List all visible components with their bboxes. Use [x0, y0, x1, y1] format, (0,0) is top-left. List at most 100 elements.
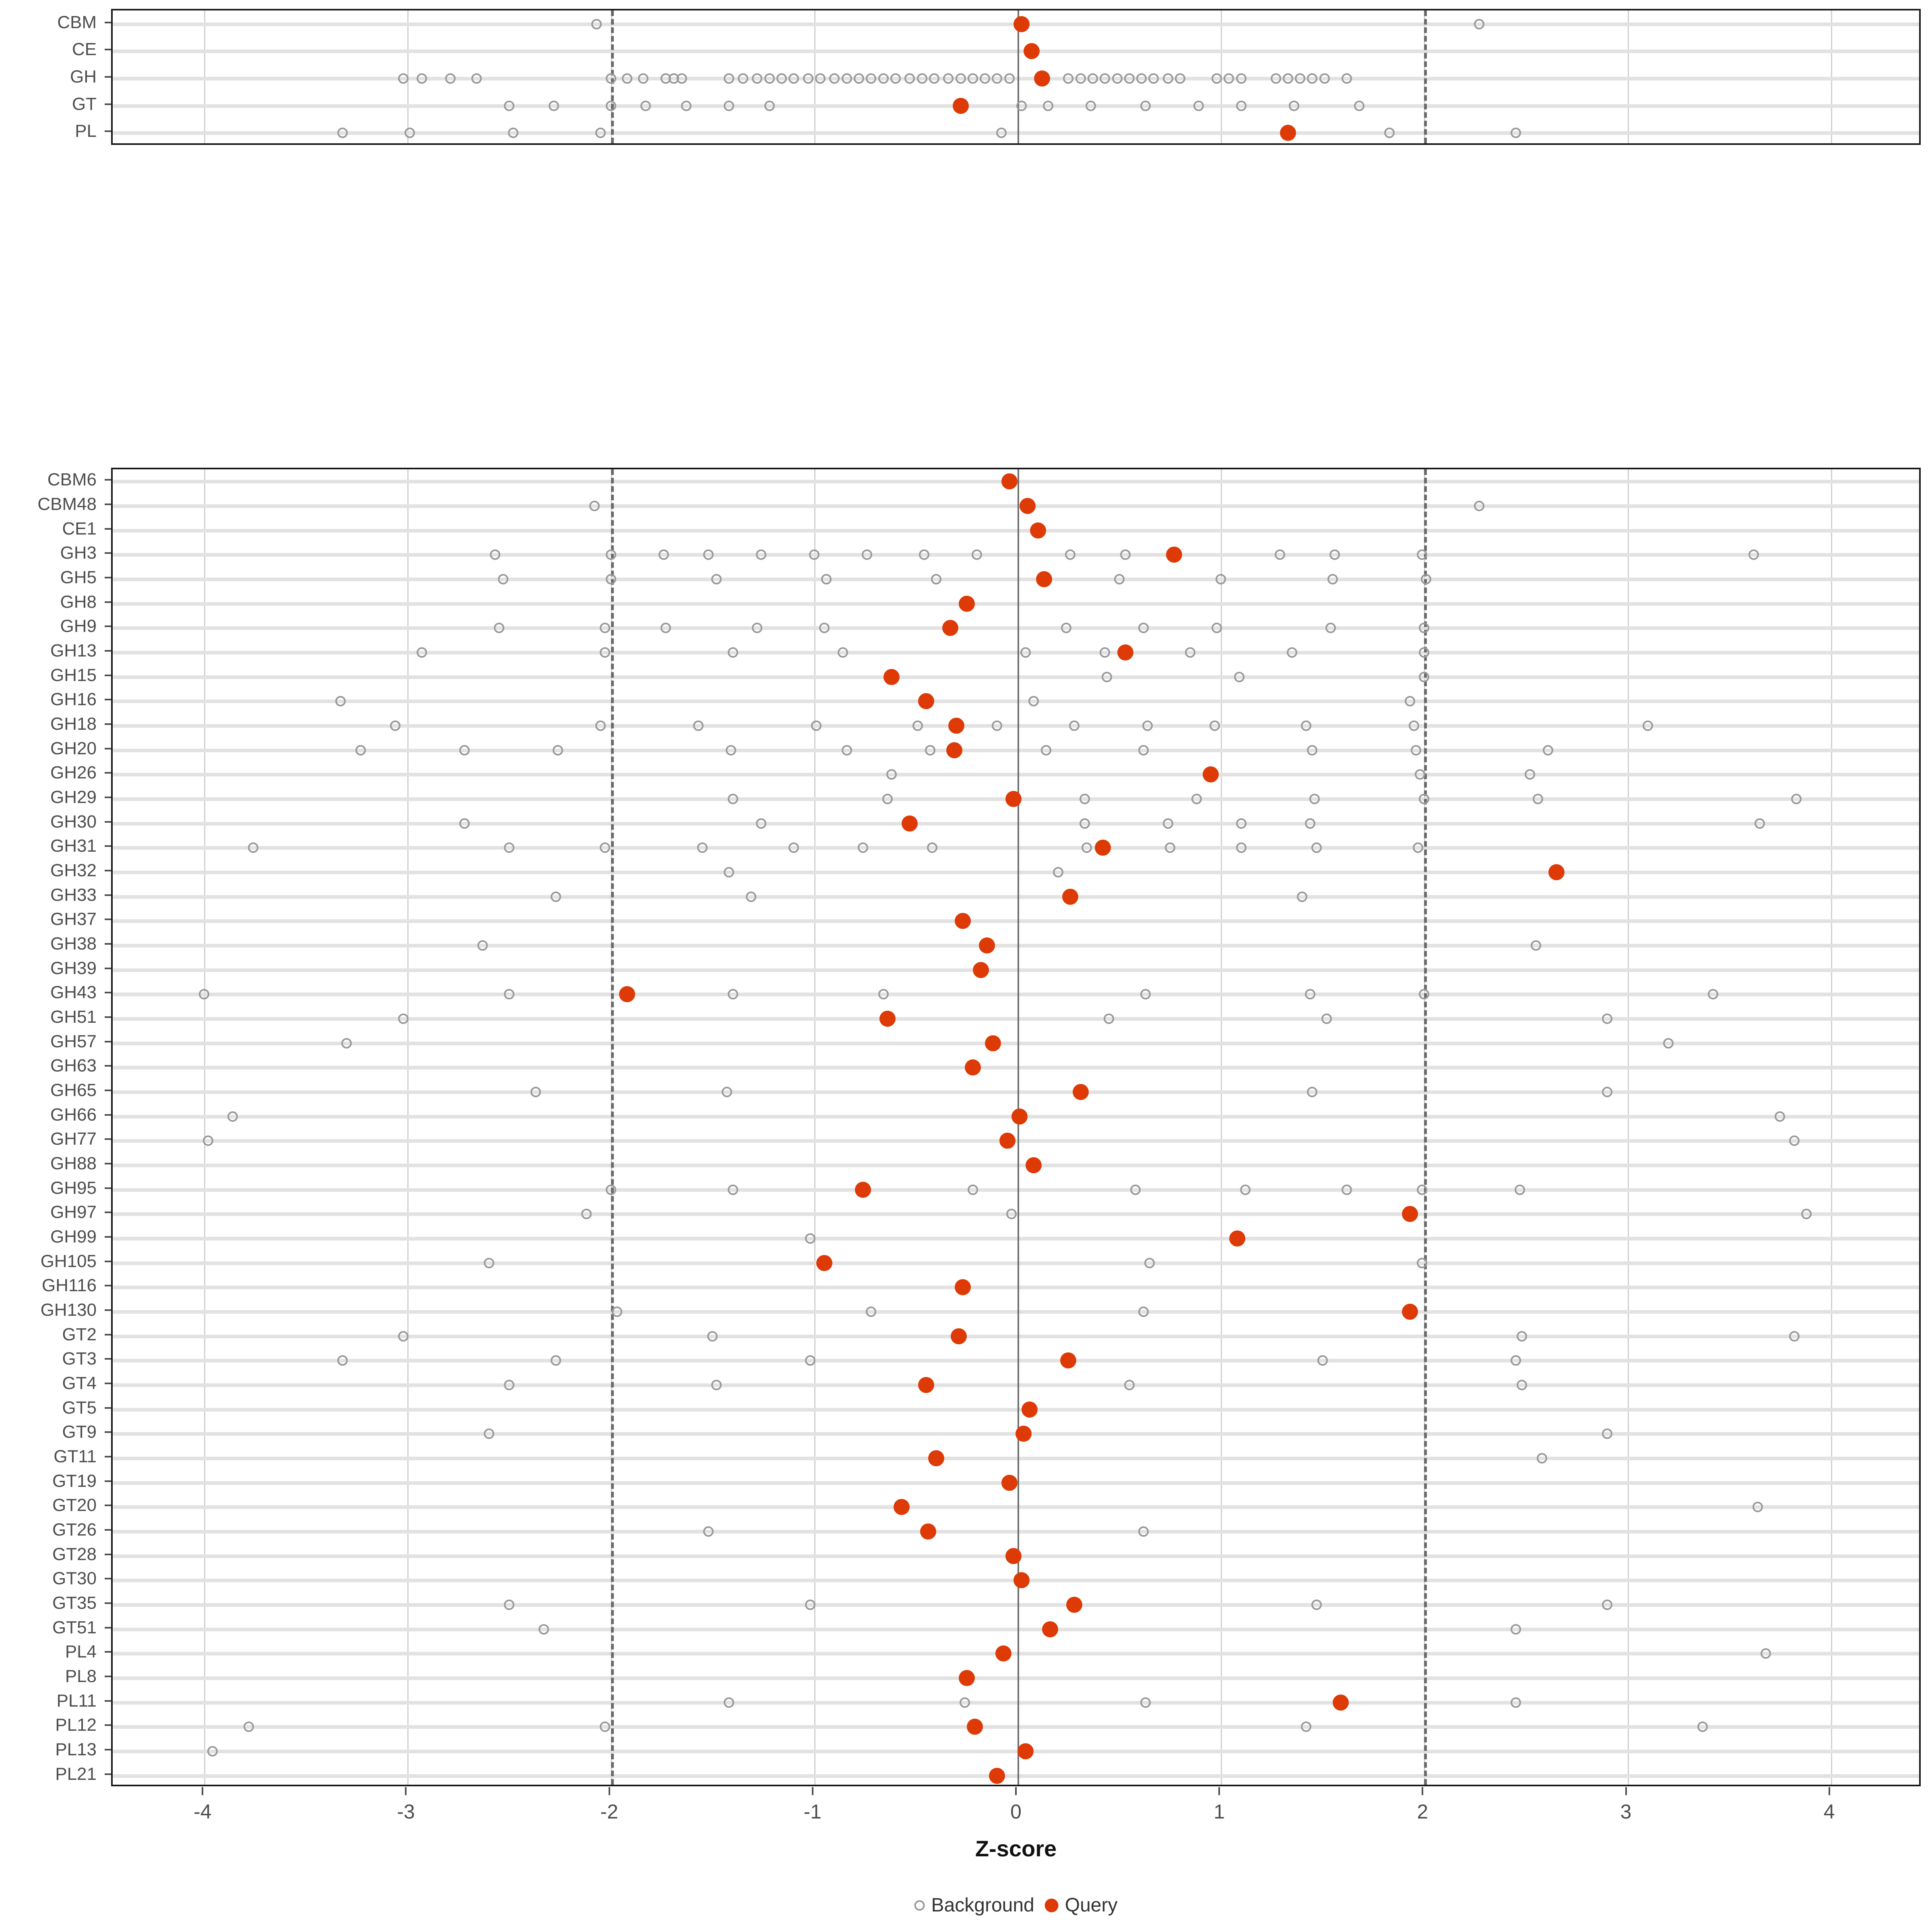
background-point	[1020, 647, 1031, 658]
background-point	[992, 73, 1003, 84]
background-point	[1295, 73, 1306, 84]
background-point	[658, 549, 669, 560]
gridline-horizontal	[113, 1017, 1919, 1021]
background-point	[335, 696, 346, 707]
background-point	[1474, 19, 1484, 29]
background-point	[1516, 1331, 1527, 1342]
gridline-horizontal	[113, 919, 1919, 923]
background-point	[1100, 647, 1110, 658]
query-point	[1005, 1548, 1022, 1564]
background-point	[605, 100, 616, 111]
y-axis-tick-mark	[105, 1456, 111, 1457]
y-axis-tick-mark	[105, 1040, 111, 1042]
background-point	[1801, 1209, 1812, 1220]
background-point	[1236, 842, 1247, 853]
x-axis-tick-mark	[1828, 1787, 1830, 1795]
background-point	[1419, 623, 1430, 634]
background-point	[764, 100, 775, 111]
gridline-horizontal	[113, 1066, 1919, 1070]
background-point	[199, 989, 210, 1000]
background-point	[549, 100, 559, 111]
background-point	[553, 745, 564, 755]
background-point	[1342, 1184, 1352, 1195]
background-point	[943, 73, 954, 84]
background-point	[821, 574, 832, 584]
query-point	[619, 986, 636, 1003]
y-axis-tick-label: GT28	[52, 1544, 97, 1564]
background-point	[776, 73, 787, 84]
query-point	[1030, 522, 1046, 539]
background-point	[1329, 549, 1340, 560]
background-point	[752, 73, 763, 84]
y-axis-tick-mark	[105, 1676, 111, 1677]
chart-legend: Background Query	[914, 1894, 1117, 1916]
background-point	[595, 128, 606, 138]
y-axis-tick-mark	[105, 1700, 111, 1702]
background-point	[721, 1087, 732, 1097]
background-point	[1602, 1428, 1612, 1439]
background-point	[416, 647, 427, 658]
background-point	[878, 989, 889, 1000]
x-axis-tick-mark	[811, 1787, 813, 1795]
background-point	[723, 100, 734, 111]
y-axis-tick-label: GT51	[52, 1617, 97, 1637]
gridline-horizontal	[113, 528, 1919, 533]
background-point	[723, 867, 734, 877]
gridline-horizontal	[113, 1603, 1919, 1607]
y-axis-tick-label: GH18	[50, 714, 97, 734]
background-point	[1384, 128, 1395, 138]
gridline-horizontal	[113, 131, 1919, 135]
background-point	[829, 73, 840, 84]
y-axis-tick-mark	[105, 821, 111, 823]
background-point	[1514, 1184, 1525, 1195]
query-point	[894, 1499, 910, 1515]
y-axis-tick-mark	[105, 504, 111, 505]
y-axis-tick-label: GH105	[40, 1251, 97, 1271]
y-axis-tick-mark	[105, 577, 111, 578]
query-point	[1042, 1621, 1058, 1637]
y-axis-tick-label: GH	[70, 67, 97, 87]
gridline-horizontal	[113, 626, 1919, 630]
background-point	[1270, 73, 1281, 84]
y-axis-tick-mark	[105, 1480, 111, 1482]
background-point	[1289, 100, 1300, 111]
background-point	[1419, 794, 1430, 804]
background-point	[746, 891, 757, 902]
gridline-vertical	[1221, 469, 1222, 1785]
background-point	[1040, 745, 1051, 755]
background-point	[1102, 671, 1113, 682]
gridline-horizontal	[113, 968, 1919, 972]
query-point	[883, 669, 900, 685]
y-axis-tick-mark	[105, 845, 111, 847]
y-axis-tick-mark	[105, 1407, 111, 1409]
background-point	[1138, 1526, 1149, 1537]
x-axis-tick-mark	[1422, 1787, 1424, 1795]
background-point	[890, 73, 901, 84]
background-point	[605, 73, 616, 84]
background-point	[1142, 720, 1153, 731]
gridline-horizontal	[113, 871, 1919, 874]
query-point	[1060, 1352, 1077, 1369]
background-point	[955, 73, 966, 84]
family-level-plot-area	[113, 469, 1919, 1785]
background-point	[803, 73, 813, 84]
gridline-horizontal	[113, 1090, 1919, 1094]
y-axis-tick-mark	[105, 943, 111, 945]
background-point	[677, 73, 687, 84]
y-axis-tick-mark	[105, 130, 111, 132]
query-point	[1402, 1206, 1418, 1222]
background-point	[788, 73, 799, 84]
background-point	[1533, 794, 1544, 804]
x-axis-tick-mark	[202, 1787, 204, 1795]
background-point	[811, 720, 822, 731]
query-point	[855, 1181, 871, 1198]
query-point	[999, 1133, 1016, 1149]
query-point	[1020, 498, 1036, 514]
background-point	[1140, 100, 1151, 111]
legend-item-background: Background	[914, 1894, 1034, 1916]
y-axis-tick-mark	[105, 601, 111, 603]
background-point	[727, 794, 738, 804]
background-point	[756, 549, 767, 560]
background-point	[1307, 1087, 1318, 1097]
background-point	[1409, 720, 1420, 731]
